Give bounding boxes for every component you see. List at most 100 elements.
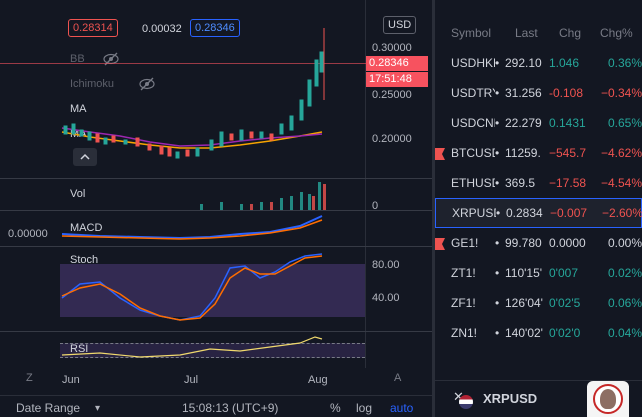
row-symbol: USDTRY — [451, 86, 495, 100]
vol-tick: 0 — [372, 200, 379, 212]
header-chg-pct[interactable]: Chg% — [600, 26, 633, 40]
watchlist-row[interactable]: ZN1! • 140'02' 0'02'0 0.04% — [435, 318, 642, 348]
row-chg-pct: −0.34% — [600, 86, 642, 100]
row-last: 110'15' — [505, 266, 543, 280]
bb-indicator-label[interactable]: BB — [70, 53, 85, 65]
percent-toggle[interactable]: % — [330, 401, 341, 415]
macd-value: 0.00000 — [8, 228, 48, 240]
watchlist-row[interactable]: ZT1! • 110'15' 0'007 0.02% — [435, 258, 642, 288]
price-tick: 0.30000 — [372, 42, 412, 54]
macd-lines — [61, 215, 323, 240]
row-last: 31.256 — [505, 86, 542, 100]
ichimoku-indicator-label[interactable]: Ichimoku — [70, 78, 115, 90]
watchlist-row[interactable]: GE1! • 99.780 0.0000 0.00% — [435, 228, 642, 258]
dot-separator-icon: • — [495, 86, 500, 100]
dot-separator-icon: • — [495, 296, 500, 310]
rsi-label[interactable]: RSI — [70, 343, 89, 355]
watchlist-row[interactable]: ZF1! • 126'04' 0'02'5 0.06% — [435, 288, 642, 318]
watchlist-header: Symbol Last Chg Chg% — [435, 18, 642, 48]
header-symbol[interactable]: Symbol — [451, 26, 492, 40]
log-toggle[interactable]: log — [356, 401, 373, 415]
watchlist-row[interactable]: ETHUSD• 369.5 −17.58 −4.54% — [435, 168, 642, 198]
watchlist-panel: Symbol Last Chg Chg% USDHKD•292.101.0460… — [435, 0, 642, 417]
chart-area[interactable]: 0.28314 0.00032 0.28346 USD BB Ichimoku … — [0, 0, 432, 417]
time-label: Aug — [308, 374, 328, 386]
footer-symbol[interactable]: XRPUSD — [483, 391, 538, 406]
seal-logo-icon — [593, 384, 623, 414]
flag-marker-icon — [435, 148, 445, 160]
row-symbol: ZT1! — [451, 266, 476, 280]
bid-badge: 0.28346 — [190, 19, 240, 37]
header-last[interactable]: Last — [515, 26, 538, 40]
row-chg: -0.108 — [549, 86, 584, 100]
watchlist-row[interactable]: BTCUSD• 11259. −545.7 −4.62% — [435, 138, 642, 168]
pane-separator[interactable] — [0, 331, 432, 332]
ma-indicator-label[interactable]: MA — [70, 103, 87, 115]
row-chg: 0.0000 — [549, 236, 586, 250]
avatar — [587, 381, 629, 417]
row-last: 11259. — [505, 146, 541, 160]
row-chg-pct: 0.65% — [607, 116, 642, 130]
row-last: 0.2834 — [506, 206, 543, 220]
watchlist-row[interactable]: USDHKD• 292.10 1.046 0.36% — [435, 48, 642, 78]
row-symbol: USDCNH — [451, 116, 495, 130]
stoch-lines — [61, 253, 323, 321]
row-chg-pct: −4.62% — [600, 146, 642, 160]
row-chg-pct: −4.54% — [600, 176, 642, 190]
stoch-tick: 40.00 — [372, 292, 400, 304]
pane-separator[interactable] — [0, 178, 432, 179]
currency-badge[interactable]: USD — [383, 16, 417, 34]
zoom-a-button[interactable]: A — [394, 372, 402, 384]
row-chg: 0.1431 — [549, 116, 586, 130]
close-icon[interactable]: ✕ — [453, 389, 464, 404]
row-chg: 0'02'0 — [549, 326, 581, 340]
eye-hidden-icon[interactable] — [138, 77, 156, 91]
stoch-label[interactable]: Stoch — [70, 254, 99, 266]
auto-toggle[interactable]: auto — [390, 401, 414, 415]
time-label: Jul — [184, 374, 199, 386]
row-last: 369.5 — [505, 176, 536, 190]
watchlist-row[interactable]: XRPUSD• 0.2834 −0.007 −2.60% — [435, 198, 642, 228]
rsi-band — [60, 343, 365, 358]
header-chg[interactable]: Chg — [559, 26, 582, 40]
row-last: 22.279 — [505, 116, 542, 130]
watchlist-row[interactable]: USDCNH• 22.279 0.1431 0.65% — [435, 108, 642, 138]
row-symbol: ZN1! — [451, 326, 478, 340]
watchlist-row[interactable]: USDTRY• 31.256 -0.108 −0.34% — [435, 78, 642, 108]
row-chg-pct: 0.04% — [607, 326, 642, 340]
candles-red — [95, 28, 325, 157]
date-range-button[interactable]: Date Range — [16, 401, 81, 415]
chevron-down-icon[interactable]: ▾ — [95, 403, 101, 414]
row-chg-pct: 0.06% — [607, 296, 642, 310]
us-flag-icon — [459, 395, 473, 409]
watchlist-footer: ✕ XRPUSD — [435, 380, 642, 417]
vol-label[interactable]: Vol — [70, 188, 86, 200]
row-chg-pct: 0.00% — [607, 236, 642, 250]
clock-time[interactable]: 15:08:13 (UTC+9) — [182, 401, 279, 415]
row-chg: −0.007 — [550, 206, 588, 220]
flag-marker-icon — [435, 238, 445, 250]
row-last: 140'02' — [505, 326, 543, 340]
dot-separator-icon: • — [496, 206, 501, 220]
macd-label[interactable]: MACD — [70, 222, 103, 234]
ma-line-purple — [61, 127, 323, 147]
collapse-chevron-icon[interactable] — [73, 148, 97, 166]
row-symbol: BTCUSD — [451, 146, 495, 160]
zoom-z-button[interactable]: Z — [26, 372, 33, 384]
row-chg-pct: −2.60% — [601, 206, 642, 220]
dot-separator-icon: • — [495, 116, 500, 130]
panel-divider[interactable] — [432, 0, 435, 417]
pane-separator[interactable] — [0, 210, 432, 211]
row-symbol: GE1! — [451, 236, 479, 250]
pane-separator[interactable] — [0, 246, 432, 247]
row-symbol: ZF1! — [451, 296, 476, 310]
bottom-toolbar: Date Range ▾ 15:08:13 (UTC+9) % log auto — [0, 395, 432, 417]
ohlc-badge: 0.28314 — [68, 19, 118, 37]
rsi-line — [61, 336, 323, 358]
row-chg: −17.58 — [549, 176, 587, 190]
row-chg: 0'007 — [549, 266, 578, 280]
row-last: 99.780 — [505, 236, 542, 250]
volume-bars — [200, 182, 326, 210]
row-symbol: XRPUSD — [452, 206, 496, 220]
row-chg: 0'02'5 — [549, 296, 581, 310]
